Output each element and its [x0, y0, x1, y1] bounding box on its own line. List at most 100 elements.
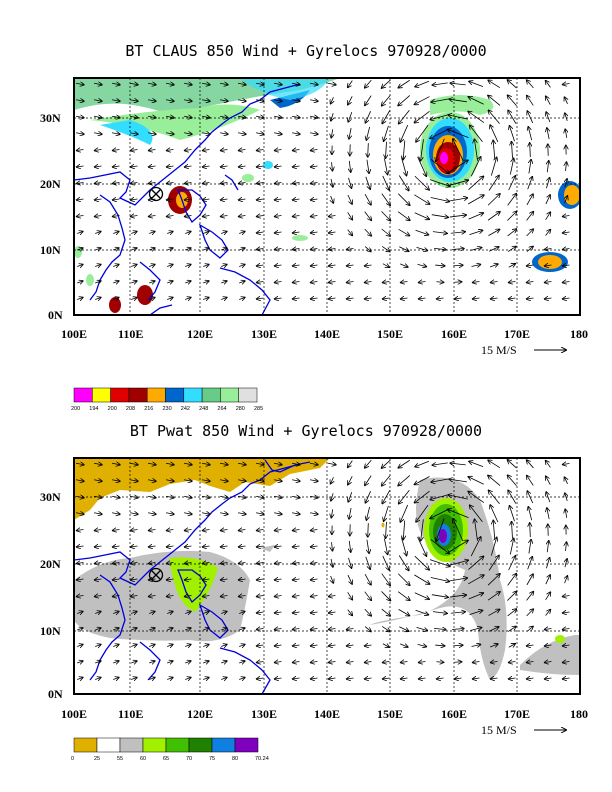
wind-arrow: [257, 281, 264, 282]
wind-arrow: [255, 116, 264, 118]
wind-arrow: [239, 281, 245, 283]
wind-arrow: [527, 661, 534, 662]
wind-arrow: [467, 195, 484, 205]
wind-arrow: [331, 195, 334, 203]
wind-arrow: [563, 645, 570, 646]
wind-arrow: [383, 298, 390, 299]
wind-arrow: [221, 529, 228, 530]
wind-arrow: [349, 160, 350, 172]
wind-arrow: [365, 678, 372, 679]
wind-arrow: [275, 661, 282, 662]
wind-arrow: [417, 536, 427, 556]
pwat-map-panel: 30N 20N 10N 0N 100E 110E 120E 130E 140E …: [40, 457, 588, 762]
wind-arrow: [273, 83, 282, 85]
wind-arrow: [129, 116, 138, 118]
wind-arrow: [273, 463, 282, 465]
wind-arrow: [311, 166, 318, 167]
wind-arrow: [95, 166, 102, 167]
wind-arrow: [547, 508, 549, 520]
wind-arrow: [183, 496, 192, 498]
wind-arrow: [131, 215, 138, 216]
wind-arrow: [149, 248, 155, 250]
wind-arrow: [487, 592, 500, 601]
wind-arrow: [471, 264, 481, 266]
wind-arrow: [203, 281, 209, 283]
wind-arrow: [563, 595, 570, 596]
wind-arrow: [489, 644, 498, 647]
legend-swatch: [165, 737, 190, 753]
wind-arrow: [293, 149, 300, 150]
wind-arrow: [221, 546, 228, 547]
wind-arrow: [368, 523, 369, 537]
wind-arrow: [75, 100, 84, 102]
wind-arrow: [221, 166, 228, 167]
wind-arrow: [239, 182, 246, 183]
claus-map-panel: 30N 20N 10N 0N 100E 110E 120E 130E 140E …: [40, 77, 588, 412]
wind-arrow: [329, 232, 336, 233]
wind-arrow: [398, 228, 410, 235]
wind-arrow: [293, 546, 300, 547]
wind-arrow: [95, 281, 101, 283]
wind-arrow: [185, 281, 191, 283]
wind-arrow: [185, 199, 192, 200]
wind-arrow: [414, 110, 430, 122]
wind-arrow: [239, 297, 245, 299]
wind-arrow: [237, 133, 246, 135]
wind-arrow: [185, 644, 191, 646]
wind-arrow: [563, 215, 570, 216]
wind-arrow: [455, 298, 462, 299]
wind-arrow: [563, 298, 570, 299]
wind-arrow: [221, 595, 228, 596]
wind-arrow: [167, 677, 173, 679]
wind-arrow: [167, 529, 174, 530]
wind-arrow: [398, 95, 411, 105]
wind-arrow: [239, 215, 246, 216]
wind-arrow: [397, 573, 410, 586]
wind-arrow: [448, 509, 469, 519]
wind-arrow: [77, 611, 83, 613]
wind-arrow: [414, 574, 429, 584]
wind-arrow: [381, 228, 391, 236]
wind-arrow: [311, 149, 318, 150]
wind-arrow: [257, 645, 264, 646]
wind-arrow: [113, 611, 119, 613]
wind-arrow: [327, 83, 336, 85]
wind-arrow: [450, 232, 465, 233]
wind-arrow: [201, 83, 210, 85]
wind-arrow: [167, 661, 173, 663]
wind-arrow: [364, 228, 371, 236]
wind-arrow: [349, 128, 351, 139]
wind-arrow: [149, 529, 156, 530]
wind-arrow: [348, 557, 351, 568]
legend-label: 285: [254, 406, 263, 412]
gyre-location-marker: [148, 186, 164, 202]
wind-arrow: [95, 562, 102, 563]
wind-arrow: [349, 540, 350, 552]
wind-arrow: [293, 248, 300, 249]
wind-arrow: [275, 248, 282, 249]
legend-label: 230: [163, 406, 172, 412]
wind-arrow: [489, 247, 499, 252]
wind-arrow: [563, 232, 570, 233]
wind-arrow: [365, 645, 372, 646]
wind-arrow: [75, 480, 84, 482]
wind-arrow: [546, 476, 551, 485]
wind-arrow: [131, 529, 138, 530]
wind-arrow: [419, 678, 426, 679]
wind-arrow: [400, 124, 409, 142]
wind-arrow: [432, 612, 447, 614]
wind-arrow: [131, 166, 138, 167]
legend-label: 55: [117, 756, 123, 762]
wind-arrow: [329, 678, 336, 679]
wind-arrow: [257, 579, 264, 580]
legend-swatch: [73, 737, 98, 753]
wind-arrow: [527, 80, 534, 89]
wind-arrow: [448, 578, 468, 582]
wind-arrow: [95, 199, 102, 200]
wind-arrow: [437, 678, 444, 679]
wind-arrow: [273, 496, 282, 498]
wind-arrow: [414, 175, 429, 190]
wind-arrow: [528, 127, 533, 141]
color-legend: 0 25 55 60 65 70 75 80 70.24: [71, 737, 269, 762]
wind-arrow: [401, 661, 408, 662]
